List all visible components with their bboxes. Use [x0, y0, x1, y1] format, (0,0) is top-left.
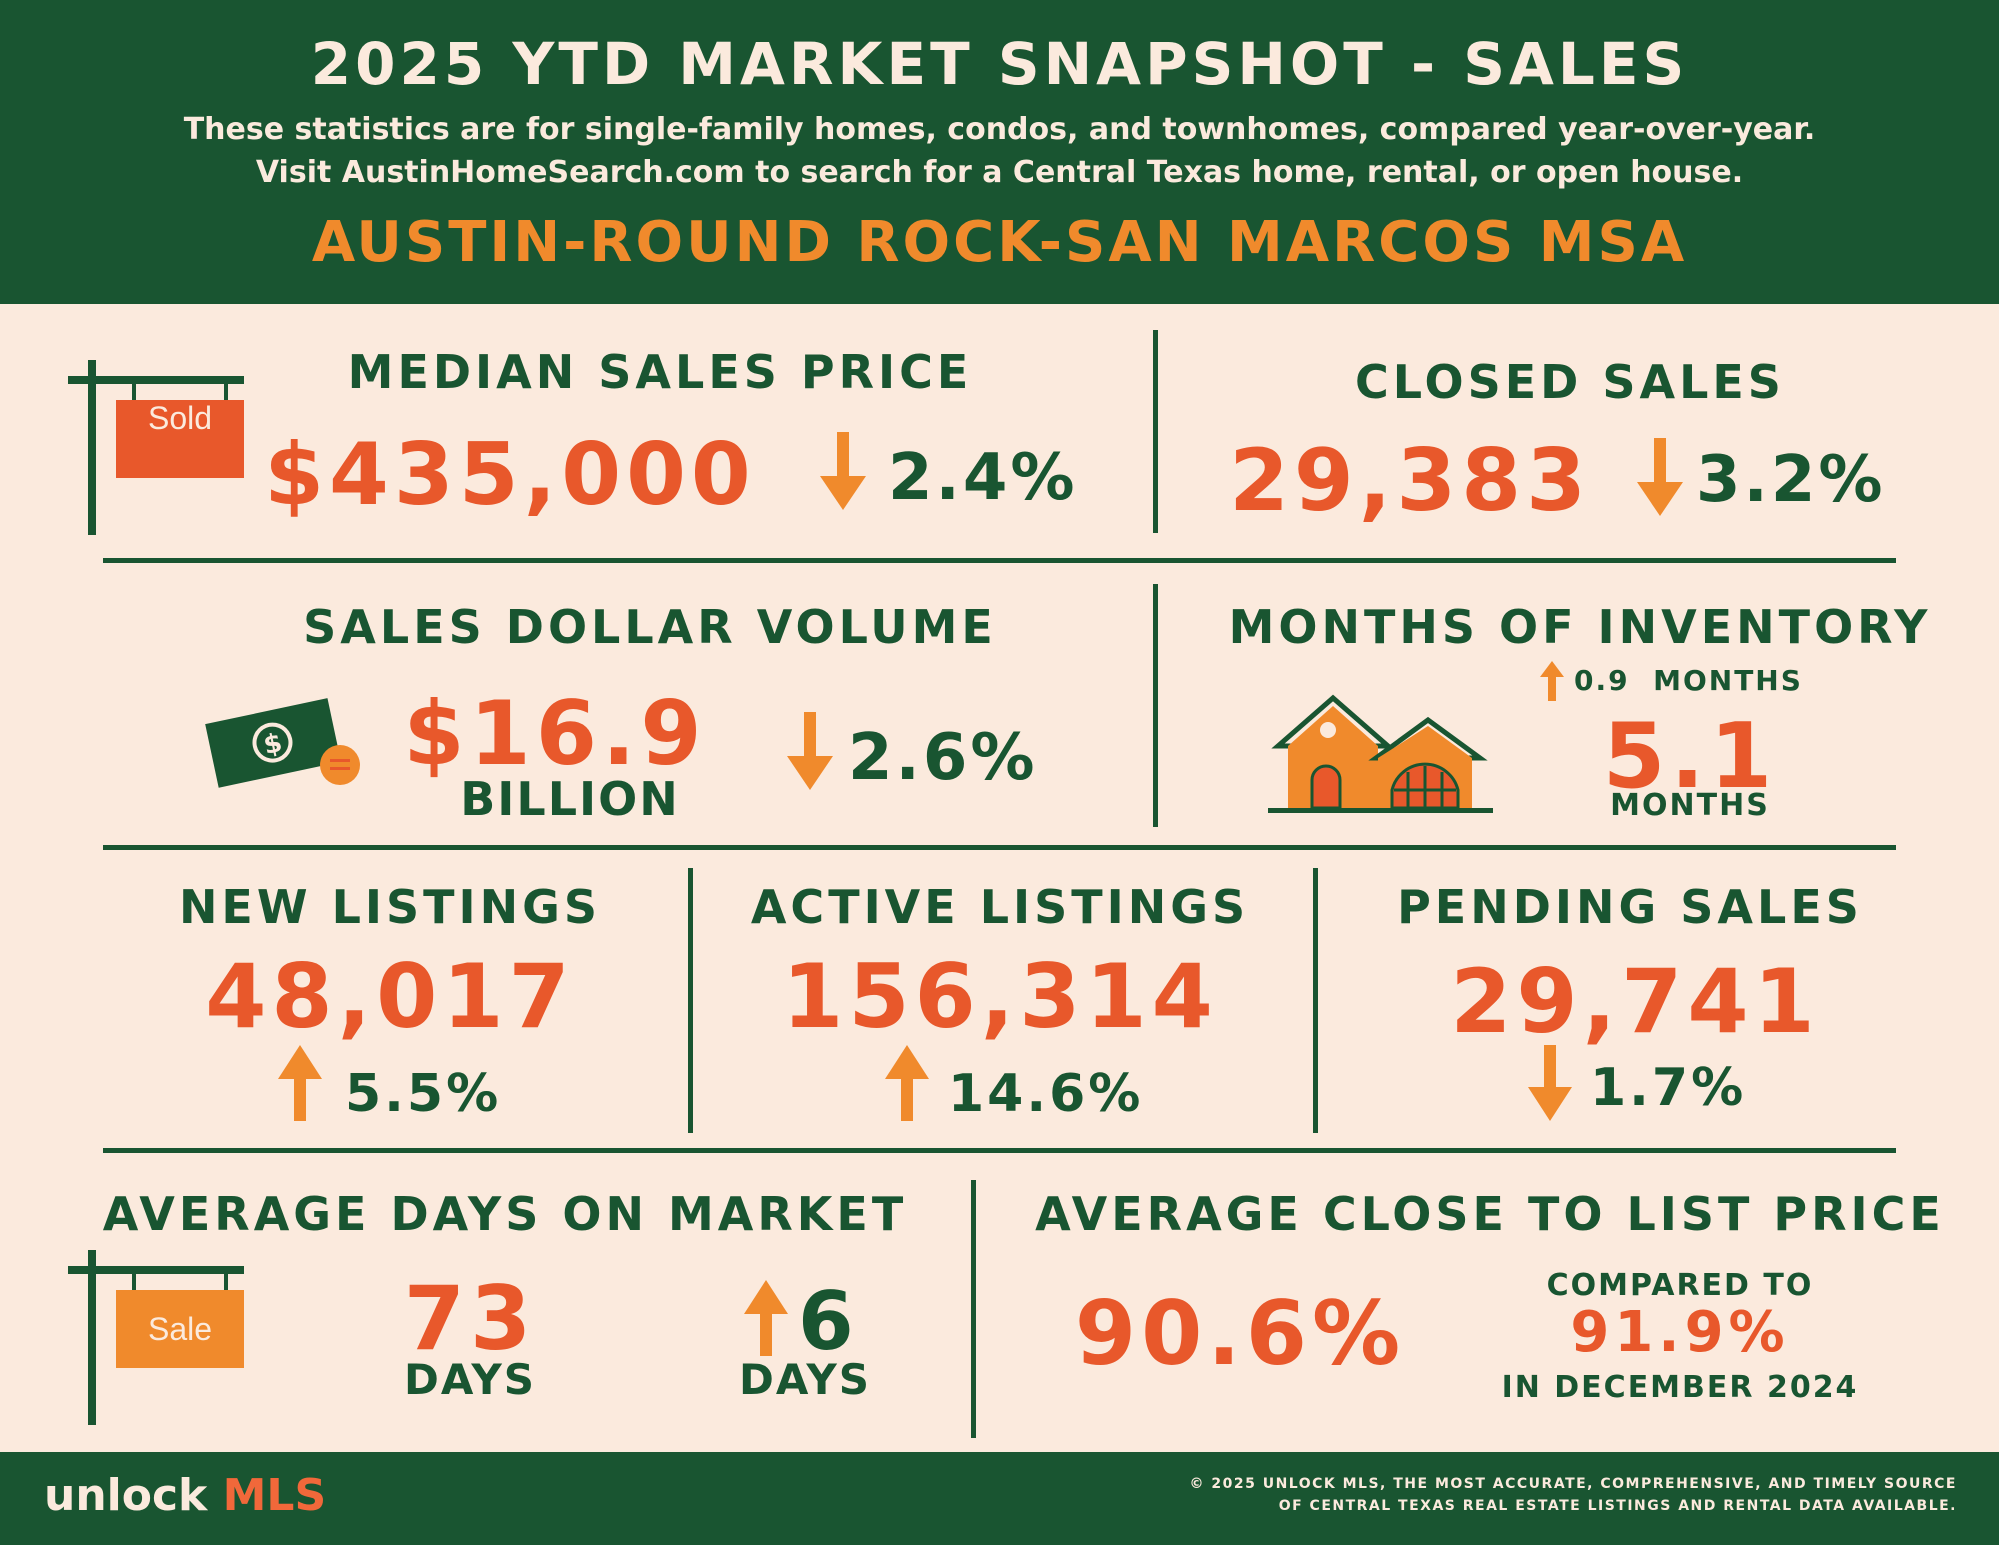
months-of-inventory-unit: MONTHS [1610, 788, 1770, 823]
median-sales-price-value: $435,000 [264, 425, 756, 525]
sales-dollar-volume-unit: BILLION [460, 772, 680, 826]
avg-close-to-list-label: AVERAGE CLOSE TO LIST PRICE [1035, 1187, 1945, 1241]
subtitle-line-1: These statistics are for single-family h… [183, 112, 1816, 147]
closed-sales-change: 3.2% [1696, 443, 1886, 517]
footer-banner [0, 1452, 1999, 1545]
divider [1153, 330, 1158, 533]
arrow-up-icon [278, 1045, 322, 1121]
active-listings-value: 156,314 [782, 945, 1218, 1048]
closed-sales-value: 29,383 [1229, 431, 1591, 531]
new-listings-change: 5.5% [345, 1064, 502, 1124]
arrow-down-icon [787, 712, 833, 792]
sale-sign-icon [68, 1250, 248, 1425]
compare-label: COMPARED TO [1546, 1268, 1814, 1303]
closed-sales-label: CLOSED SALES [1355, 355, 1785, 409]
page-title: 2025 YTD MARKET SNAPSHOT - SALES [310, 30, 1689, 98]
divider [1313, 868, 1318, 1133]
divider [1153, 584, 1158, 827]
sales-dollar-volume-value: $16.9 [403, 682, 707, 785]
arrow-up-icon [744, 1280, 788, 1356]
pending-sales-label: PENDING SALES [1397, 880, 1863, 934]
region-title: AUSTIN-ROUND ROCK-SAN MARCOS MSA [311, 210, 1688, 275]
months-of-inventory-label: MONTHS OF INVENTORY [1228, 600, 1932, 654]
copyright-text: © 2025 UNLOCK MLS, THE MOST ACCURATE, CO… [1057, 1474, 1957, 1517]
pending-sales-change: 1.7% [1590, 1058, 1747, 1118]
compare-value: 91.9% [1570, 1300, 1790, 1365]
divider [103, 1148, 1896, 1153]
months-of-inventory-value: 5.1 [1602, 704, 1778, 809]
arrow-down-icon [820, 432, 866, 512]
sold-sign-label: Sold [147, 400, 213, 436]
arrow-down-icon [1528, 1045, 1572, 1121]
median-sales-price-change: 2.4% [888, 441, 1078, 515]
compare-period: IN DECEMBER 2024 [1501, 1370, 1859, 1405]
median-sales-price-label: MEDIAN SALES PRICE [347, 345, 973, 399]
avg-days-on-market-value: 73 [403, 1267, 537, 1370]
avg-days-on-market-label: AVERAGE DAYS ON MARKET [102, 1187, 908, 1241]
avg-days-on-market-change-unit: DAYS [738, 1355, 871, 1404]
divider [688, 868, 693, 1133]
sales-dollar-volume-label: SALES DOLLAR VOLUME [303, 600, 997, 654]
sale-sign-label: Sale [147, 1311, 213, 1347]
active-listings-label: ACTIVE LISTINGS [750, 880, 1250, 934]
new-listings-label: NEW LISTINGS [178, 880, 602, 934]
avg-days-on-market-change: 6 [798, 1275, 857, 1368]
active-listings-change: 14.6% [948, 1064, 1144, 1124]
money-bill-icon: $ [200, 695, 365, 795]
arrow-down-icon [1637, 438, 1683, 518]
months-of-inventory-change: 0.9 MONTHS [1574, 664, 1803, 697]
new-listings-value: 48,017 [205, 945, 575, 1048]
arrow-up-icon [885, 1045, 929, 1121]
unlock-mls-logo: unlock MLS [44, 1470, 327, 1521]
sold-sign-icon [68, 360, 248, 535]
sales-dollar-volume-change: 2.6% [848, 721, 1038, 795]
header-banner [0, 0, 1999, 304]
avg-close-to-list-value: 90.6% [1074, 1282, 1406, 1385]
house-icon [1268, 690, 1493, 815]
pending-sales-value: 29,741 [1450, 950, 1820, 1053]
subtitle-line-2: Visit AustinHomeSearch.com to search for… [255, 155, 1744, 190]
divider [971, 1180, 976, 1438]
svg-text:$: $ [261, 728, 285, 761]
avg-days-on-market-unit: DAYS [403, 1355, 536, 1404]
copyright-line-2: OF CENTRAL TEXAS REAL ESTATE LISTINGS AN… [1278, 1497, 1957, 1514]
divider [103, 558, 1896, 563]
arrow-up-icon [1540, 661, 1564, 701]
divider [103, 845, 1896, 850]
copyright-line-1: © 2025 UNLOCK MLS, THE MOST ACCURATE, CO… [1189, 1476, 1957, 1492]
